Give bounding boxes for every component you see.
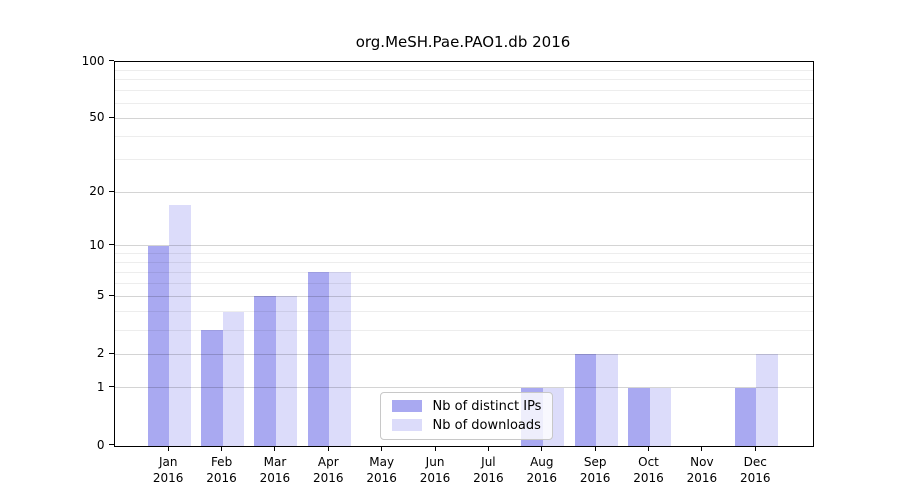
y-tick-label-50: 50 xyxy=(89,110,105,125)
x-tick-month: Apr xyxy=(317,454,339,469)
x-tick-month: Oct xyxy=(638,454,659,469)
x-tick-month: Mar xyxy=(263,454,287,469)
x-tick-mark-mar xyxy=(274,445,276,451)
x-tick-mark-apr xyxy=(327,445,329,451)
legend-label: Nb of downloads xyxy=(432,417,541,433)
bar-distinct-ips-jan xyxy=(147,245,170,446)
bar-downloads-oct xyxy=(649,387,672,446)
x-tick-month: Nov xyxy=(690,454,714,469)
x-tick-month: Sep xyxy=(583,454,607,469)
x-tick-mark-jun xyxy=(434,445,436,451)
y-tick-label-10: 10 xyxy=(89,237,105,252)
x-tick-label-feb: Feb 2016 xyxy=(180,454,264,487)
plot-area: Nb of distinct IPs Nb of downloads xyxy=(113,60,814,447)
y-tick-mark-1 xyxy=(108,386,114,388)
legend-entry-distinct-ips: Nb of distinct IPs xyxy=(391,398,542,414)
x-tick-month: May xyxy=(369,454,395,469)
x-tick-label-jul: Jul 2016 xyxy=(446,454,530,487)
bar-downloads-dec xyxy=(756,354,778,446)
legend-label: Nb of distinct IPs xyxy=(432,398,542,414)
x-tick-year: 2016 xyxy=(686,471,718,485)
bar-distinct-ips-mar xyxy=(254,296,276,446)
x-tick-label-sep: Sep 2016 xyxy=(553,454,637,487)
x-tick-label-apr: Apr 2016 xyxy=(286,454,370,487)
bar-downloads-apr xyxy=(329,272,351,446)
y-tick-label-100: 100 xyxy=(81,53,105,68)
x-tick-year: 2016 xyxy=(152,471,184,485)
bar-distinct-ips-sep xyxy=(574,354,597,446)
x-tick-mark-dec xyxy=(754,445,756,451)
y-tick-mark-5 xyxy=(108,294,114,296)
legend-swatch-distinct-ips-icon xyxy=(391,400,422,412)
bar-downloads-jan xyxy=(169,205,191,446)
bar-distinct-ips-dec xyxy=(734,387,757,446)
x-tick-year: 2016 xyxy=(419,471,451,485)
x-tick-month: Jan xyxy=(158,454,178,469)
x-tick-mark-jan xyxy=(167,445,169,451)
x-tick-label-jun: Jun 2016 xyxy=(393,454,477,487)
x-tick-year: 2016 xyxy=(313,471,344,485)
legend-entry-downloads: Nb of downloads xyxy=(391,417,542,433)
bars-layer xyxy=(115,62,813,446)
x-tick-label-dec: Dec 2016 xyxy=(713,454,797,487)
chart-title: org.MeSH.Pae.PAO1.db 2016 xyxy=(355,33,571,51)
x-tick-label-mar: Mar 2016 xyxy=(233,454,317,487)
x-tick-year: 2016 xyxy=(579,471,611,485)
y-tick-mark-50 xyxy=(108,116,114,118)
y-tick-mark-100 xyxy=(108,60,114,61)
x-tick-label-jan: Jan 2016 xyxy=(126,454,210,487)
x-tick-year: 2016 xyxy=(366,471,397,485)
y-tick-label-5: 5 xyxy=(96,288,105,303)
x-tick-month: Jun xyxy=(425,454,445,469)
x-tick-year: 2016 xyxy=(739,471,771,485)
x-tick-year: 2016 xyxy=(259,471,291,485)
x-tick-mark-aug xyxy=(541,445,543,451)
bar-distinct-ips-feb xyxy=(201,330,223,446)
y-tick-label-0: 0 xyxy=(96,437,105,452)
x-tick-year: 2016 xyxy=(633,471,664,485)
legend-swatch-downloads-icon xyxy=(391,419,422,431)
y-tick-mark-0 xyxy=(108,444,114,445)
y-tick-mark-2 xyxy=(108,352,114,354)
x-tick-label-oct: Oct 2016 xyxy=(607,454,691,487)
x-tick-month: Feb xyxy=(210,454,233,469)
bar-downloads-feb xyxy=(222,311,245,446)
y-tick-label-20: 20 xyxy=(89,184,105,199)
x-tick-label-may: May 2016 xyxy=(340,454,424,487)
bar-distinct-ips-oct xyxy=(628,387,650,446)
x-tick-mark-feb xyxy=(221,445,223,451)
x-tick-month: Aug xyxy=(530,454,554,469)
x-tick-year: 2016 xyxy=(473,471,504,485)
y-tick-label-2: 2 xyxy=(96,346,105,361)
x-tick-month: Dec xyxy=(743,454,767,469)
x-tick-mark-oct xyxy=(648,445,650,451)
bar-distinct-ips-apr xyxy=(307,272,330,446)
x-tick-mark-may xyxy=(381,445,383,451)
bar-downloads-mar xyxy=(275,296,298,446)
bar-downloads-sep xyxy=(596,354,618,446)
y-tick-mark-10 xyxy=(108,244,114,246)
y-tick-label-1: 1 xyxy=(96,379,105,394)
x-tick-month: Jul xyxy=(481,454,496,469)
x-tick-mark-sep xyxy=(594,445,596,451)
x-tick-mark-jul xyxy=(487,445,489,451)
x-tick-mark-nov xyxy=(701,445,703,451)
x-tick-label-aug: Aug 2016 xyxy=(500,454,584,487)
y-tick-mark-20 xyxy=(108,190,114,192)
x-tick-year: 2016 xyxy=(526,471,558,485)
x-tick-label-nov: Nov 2016 xyxy=(660,454,744,487)
legend: Nb of distinct IPs Nb of downloads xyxy=(379,391,554,440)
x-tick-year: 2016 xyxy=(206,471,237,485)
